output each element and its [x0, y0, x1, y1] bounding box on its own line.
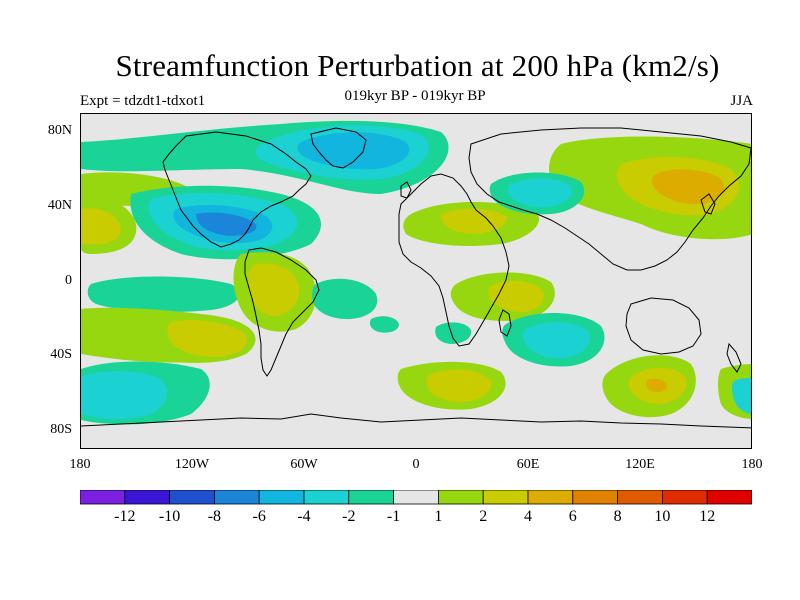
- colorbar-swatch: [572, 489, 618, 505]
- asia-coast: [468, 127, 751, 271]
- lat-label-40s: 40S: [50, 347, 72, 362]
- lon-label-120e: 120E: [625, 457, 655, 472]
- north-america-coast: [162, 131, 312, 248]
- colorbar-swatch: [348, 489, 394, 505]
- colorbar-label: 6: [568, 508, 577, 525]
- colorbar-label: 2: [479, 508, 488, 525]
- lat-label-40n: 40N: [47, 198, 72, 213]
- contour-map: [81, 114, 751, 448]
- lat-label-0: 0: [65, 273, 72, 288]
- chart-subtitle: 019kyr BP - 019kyr BP: [344, 88, 486, 104]
- africa-low: [435, 322, 472, 344]
- colorbar-swatch: [437, 489, 484, 505]
- europe-high-core: [440, 208, 507, 234]
- south-indian-low-core: [522, 322, 591, 359]
- lat-label-80s: 80S: [50, 422, 72, 437]
- colorbar-label: -2: [342, 508, 356, 525]
- colorbar-label: -10: [158, 508, 181, 525]
- lon-label-180w: 180: [69, 457, 91, 472]
- asia-high-core: [652, 169, 725, 205]
- japan-coast: [700, 193, 716, 215]
- colorbar-label: -8: [207, 508, 222, 525]
- southern-low-east: [731, 377, 751, 414]
- colorbar-label: 1: [434, 508, 443, 525]
- experiment-label: Expt = tdzdt1-tdxot1: [80, 93, 206, 109]
- lon-label-120w: 120W: [174, 457, 210, 472]
- colorbar-swatch: [393, 489, 439, 505]
- colorbar-swatches: [79, 489, 753, 505]
- southern-indian-high-center: [645, 378, 667, 393]
- colorbar-label: -12: [114, 508, 136, 525]
- colorbar-label: 12: [699, 508, 716, 525]
- greenland-coast: [310, 127, 367, 169]
- colorbar-swatch: [79, 489, 126, 505]
- west-asia-low-core: [507, 178, 573, 208]
- madagascar-coast: [498, 309, 512, 337]
- colorbar-swatch: [706, 489, 753, 505]
- colorbar-swatch: [662, 489, 708, 505]
- southern-atlantic-high-core: [426, 369, 492, 402]
- south-atlantic-low: [312, 278, 378, 320]
- colorbar-swatch: [213, 489, 260, 505]
- colorbar-swatch: [258, 489, 305, 505]
- south-pacific-high-core: [167, 320, 248, 357]
- season-label: JJA: [730, 93, 753, 109]
- colorbar-label: 4: [524, 508, 532, 525]
- colorbar-label: 10: [654, 508, 671, 525]
- na-low-center: [196, 212, 257, 236]
- lon-label-0: 0: [412, 457, 420, 472]
- coastlines: [81, 127, 751, 429]
- colorbar: [79, 489, 753, 511]
- colorbar-swatch: [482, 489, 529, 505]
- chart-title: Streamfunction Perturbation at 200 hPa (…: [115, 48, 720, 83]
- sa-high-core: [248, 263, 300, 316]
- lon-label-60e: 60E: [516, 457, 540, 472]
- colorbar-label: 8: [613, 508, 622, 525]
- colorbar-label: -1: [386, 508, 401, 525]
- indian-tropical-low: [369, 316, 399, 333]
- lon-label-180e: 180: [741, 457, 763, 472]
- europe-africa-coast: [398, 173, 510, 347]
- colorbar-swatch: [124, 489, 170, 505]
- lat-label-80n: 80N: [47, 123, 72, 138]
- antarctica-coast: [81, 413, 751, 429]
- new-zealand-coast: [726, 342, 742, 373]
- south-america-coast: [244, 247, 320, 377]
- british-isles-coast: [400, 181, 412, 199]
- map-panel: [80, 113, 752, 449]
- colorbar-swatch: [169, 489, 215, 505]
- tropical-pacific-low: [87, 276, 240, 312]
- colorbar-swatch: [617, 489, 663, 505]
- colorbar-label: -4: [297, 508, 311, 525]
- australia-coast: [625, 297, 702, 355]
- colorbar-label: -6: [252, 508, 266, 525]
- lon-label-60w: 60W: [290, 457, 318, 472]
- south-pacific-low-core: [81, 371, 167, 420]
- arctic-low-core: [297, 132, 410, 170]
- colorbar-swatch: [303, 489, 350, 505]
- north-pacific-high-core: [81, 208, 121, 245]
- colorbar-swatch: [527, 489, 574, 505]
